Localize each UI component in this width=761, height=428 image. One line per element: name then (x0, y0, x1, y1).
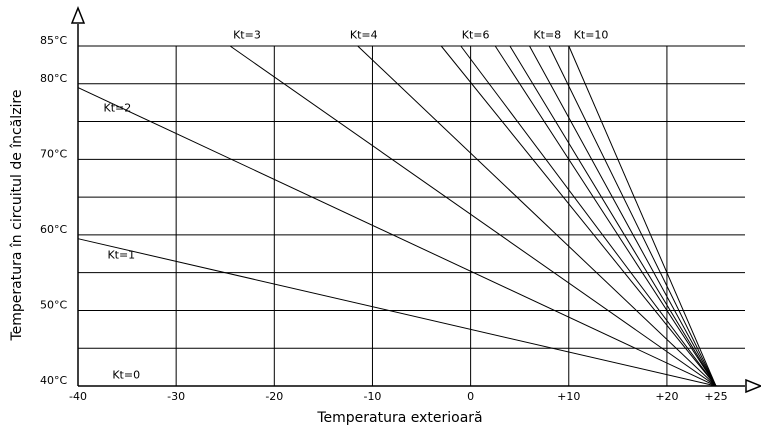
y-tick-label: 70°C (40, 147, 67, 160)
x-tick-label: -40 (69, 390, 87, 403)
heating-curve-line (529, 45, 717, 387)
y-tick-label: 85°C (40, 34, 67, 47)
y-tick-label: 50°C (40, 298, 67, 311)
heating-curve-line (229, 45, 717, 387)
x-tick-label: -20 (265, 390, 283, 403)
tick-labels: -40 -30 -20 -10 0 +10 +20 +25 40°C 50°C 60°C 70°C 80… (40, 34, 728, 403)
x-tick-label: -10 (363, 390, 381, 403)
series-label: Kt=0 (112, 368, 140, 381)
series-label: Kt=8 (533, 28, 561, 41)
x-tick-label: -30 (167, 390, 185, 403)
series-label: Kt=1 (107, 248, 135, 261)
heating-curve-line (548, 45, 717, 387)
series-label: Kt=3 (233, 28, 261, 41)
heating-curves (77, 45, 717, 387)
y-tick-label: 40°C (40, 374, 67, 387)
axes (70, 5, 761, 394)
x-tick-label: +20 (655, 390, 678, 403)
x-tick-label: 0 (467, 390, 474, 403)
heating-curve-line (440, 45, 717, 387)
series-label: Kt=4 (350, 28, 378, 41)
series-labels: Kt=0 Kt=1 Kt=2 Kt=3 Kt=4 Kt=6 Kt=8 Kt=10 (104, 28, 609, 381)
x-tick-label: +10 (557, 390, 580, 403)
series-label: Kt=10 (574, 28, 609, 41)
heating-curve-line (77, 238, 717, 387)
heating-curve-line (77, 87, 717, 387)
heating-curve-line (568, 45, 717, 387)
heating-curve-line (357, 45, 717, 387)
y-axis-title: Temperatura în circuitul de încălzire (9, 90, 25, 342)
grid (78, 45, 745, 386)
series-label: Kt=6 (462, 28, 490, 41)
heating-curve-line (494, 45, 717, 387)
x-axis-arrow-icon (745, 378, 761, 394)
y-tick-label: 80°C (40, 72, 67, 85)
x-axis-title: Temperatura exterioară (316, 410, 482, 426)
series-label: Kt=2 (104, 102, 132, 115)
x-tick-label: +25 (704, 390, 727, 403)
heating-curve-line (460, 45, 717, 387)
y-axis-arrow-icon (70, 5, 86, 24)
heating-curve-line (509, 45, 717, 387)
y-tick-label: 60°C (40, 223, 67, 236)
